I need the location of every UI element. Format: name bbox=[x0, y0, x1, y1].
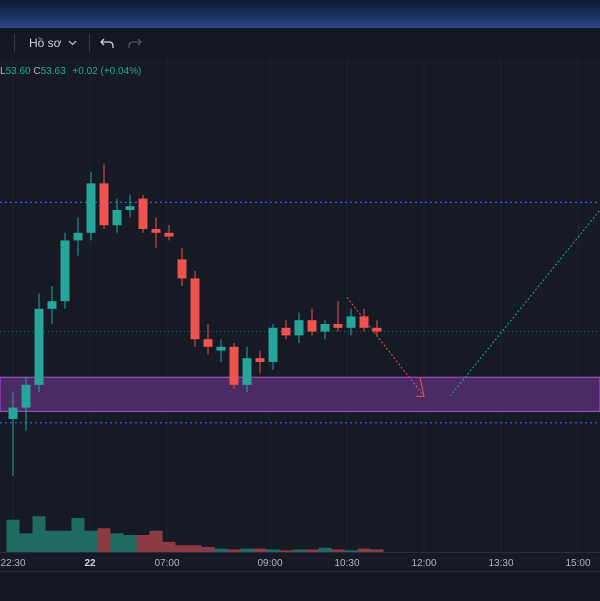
volume-bar bbox=[58, 530, 72, 552]
candle-body bbox=[203, 339, 213, 347]
support-zone bbox=[0, 376, 600, 412]
ohlc-legend: L53.60 C53.63 +0.02 (+0.04%) bbox=[0, 66, 141, 77]
volume-bar bbox=[110, 533, 124, 552]
volume-bar bbox=[188, 545, 202, 552]
candle-body bbox=[372, 327, 382, 332]
candle-body bbox=[255, 358, 265, 362]
volume-bar bbox=[32, 516, 46, 552]
volume-bar bbox=[71, 518, 85, 552]
bottom-panel bbox=[0, 571, 600, 601]
candle-body bbox=[21, 384, 31, 408]
chevron-down-icon bbox=[68, 40, 77, 46]
undo-button[interactable] bbox=[96, 32, 118, 54]
volume-bar bbox=[357, 548, 371, 552]
time-axis-label: 13:30 bbox=[488, 558, 514, 569]
volume-bar bbox=[162, 541, 176, 552]
volume-bar bbox=[344, 550, 358, 552]
redo-icon bbox=[127, 38, 142, 48]
candle-body bbox=[294, 320, 304, 336]
volume-bar bbox=[331, 549, 345, 552]
volume-bar bbox=[253, 548, 267, 552]
volume-bar bbox=[266, 549, 280, 552]
projection-down-line bbox=[346, 297, 425, 397]
candle-body bbox=[8, 407, 18, 419]
candle-body bbox=[216, 346, 226, 351]
volume-bar bbox=[45, 530, 59, 552]
volume-bar bbox=[240, 548, 254, 552]
candle-body bbox=[73, 232, 83, 241]
candle-body bbox=[229, 346, 239, 385]
volume-bar bbox=[136, 535, 150, 552]
close-label: C bbox=[33, 66, 41, 77]
volume-bar bbox=[292, 549, 306, 552]
undo-icon bbox=[99, 38, 114, 48]
time-axis-label: 12:00 bbox=[411, 558, 437, 569]
candle-body bbox=[60, 240, 70, 302]
candle-body bbox=[164, 232, 174, 237]
candle-body bbox=[177, 259, 187, 279]
low-label: L bbox=[0, 66, 6, 77]
volume-bar bbox=[279, 550, 293, 552]
low-value: 53.60 bbox=[5, 66, 31, 77]
candle-body bbox=[47, 301, 57, 309]
time-axis-label: 10:30 bbox=[334, 558, 360, 569]
candle-body bbox=[151, 229, 161, 233]
volume-bar bbox=[214, 548, 228, 552]
volume-bar bbox=[123, 535, 137, 552]
profile-dropdown-button[interactable]: Hồ sơ bbox=[25, 34, 81, 52]
time-axis-label: 07:00 bbox=[154, 558, 180, 569]
candle-body bbox=[34, 308, 44, 385]
redo-button[interactable] bbox=[124, 32, 146, 54]
candle-body bbox=[99, 183, 109, 226]
candle-body bbox=[346, 316, 356, 328]
candle-body bbox=[268, 327, 278, 362]
close-value: 53.63 bbox=[40, 66, 66, 77]
volume-bar bbox=[175, 545, 189, 552]
volume-bar bbox=[201, 546, 215, 552]
candle-body bbox=[333, 324, 343, 328]
volume-bar bbox=[19, 533, 33, 552]
candle-body bbox=[307, 320, 317, 332]
time-axis-label: 22 bbox=[84, 558, 96, 569]
price-chart[interactable] bbox=[0, 58, 600, 552]
candle-body bbox=[86, 183, 96, 233]
projection-arrow-head bbox=[416, 377, 425, 397]
time-axis-label: 22:30 bbox=[0, 558, 26, 569]
browser-top-bar bbox=[0, 0, 600, 28]
chart-toolbar: Hồ sơ bbox=[0, 28, 600, 59]
toolbar-separator bbox=[14, 34, 15, 52]
time-axis-label: 09:00 bbox=[257, 558, 283, 569]
time-axis-label: 15:00 bbox=[565, 558, 591, 569]
volume-bar bbox=[84, 530, 98, 552]
volume-bar bbox=[318, 547, 332, 552]
candle-body bbox=[320, 324, 330, 332]
candle-body bbox=[112, 210, 122, 226]
change-value: +0.02 (+0.04%) bbox=[72, 66, 142, 77]
chart-pane[interactable]: L53.60 C53.63 +0.02 (+0.04%) bbox=[0, 58, 600, 600]
volume-bar bbox=[370, 549, 384, 552]
volume-bar bbox=[305, 549, 319, 552]
volume-bar bbox=[6, 519, 20, 552]
candle-body bbox=[190, 278, 200, 340]
candle-body bbox=[281, 327, 291, 336]
candle-body bbox=[359, 316, 369, 328]
volume-bar bbox=[227, 549, 241, 552]
volume-bar bbox=[97, 528, 111, 552]
toolbar-separator bbox=[88, 34, 90, 52]
candle-body bbox=[242, 358, 252, 385]
candle-body bbox=[125, 206, 135, 210]
volume-bar bbox=[149, 530, 163, 552]
candle-body bbox=[138, 198, 148, 229]
profile-label: Hồ sơ bbox=[29, 36, 62, 50]
